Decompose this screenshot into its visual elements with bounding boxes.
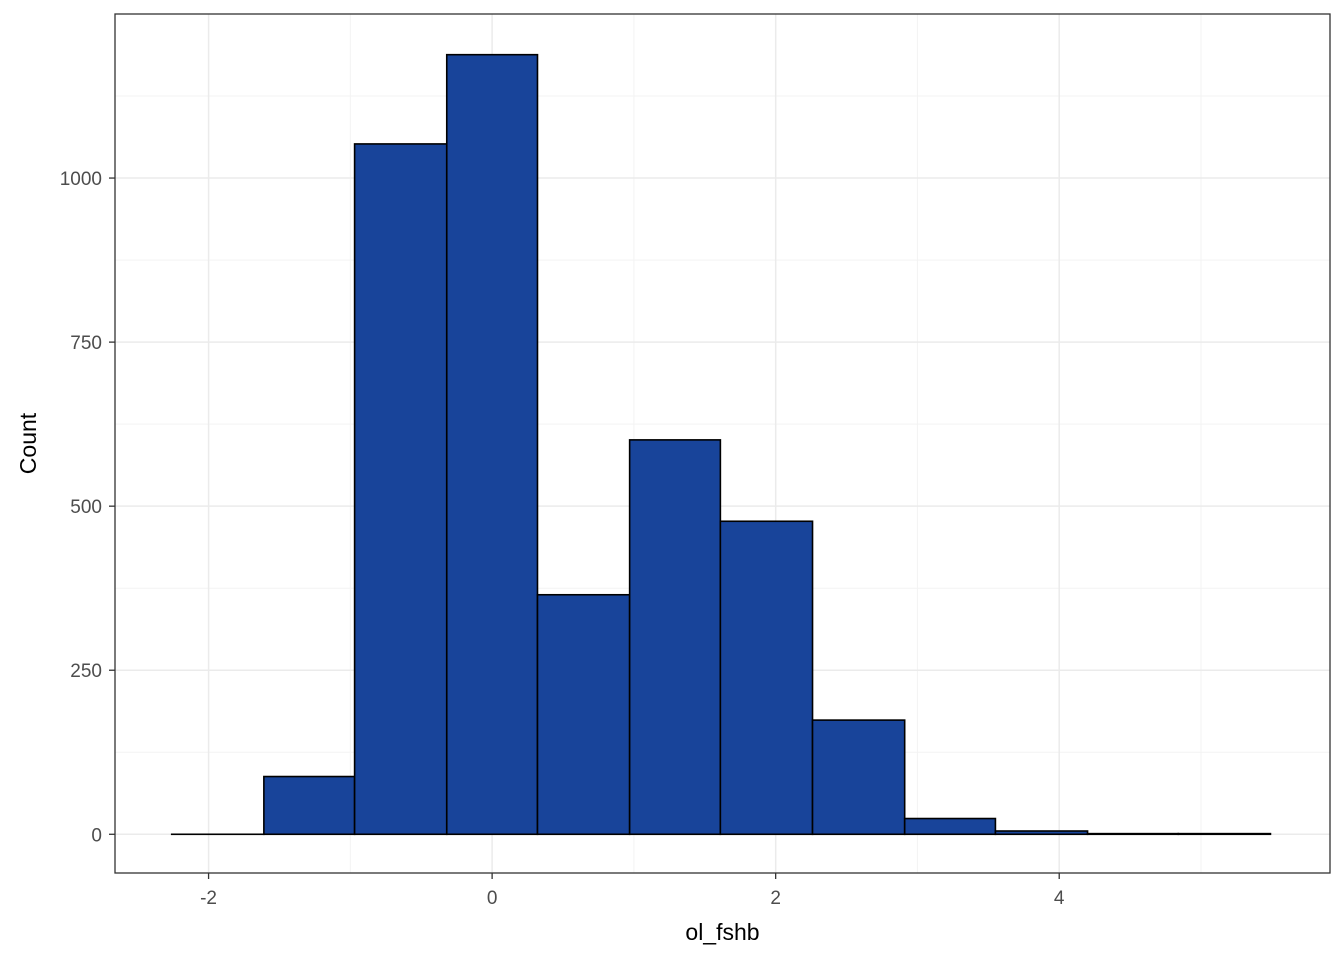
histogram-bar (628, 439, 722, 836)
y-tick-label: 0 (91, 825, 102, 846)
x-tick-label: 2 (770, 888, 781, 909)
y-axis-title: Count (15, 412, 41, 474)
x-axis-ticks: -2 0 2 4 (200, 873, 1065, 909)
y-axis-ticks: 0 250 500 750 1000 (60, 169, 115, 846)
histogram-bar (811, 719, 906, 836)
histogram-bar (1177, 832, 1272, 836)
histogram-bar (536, 593, 631, 836)
panel-border (114, 13, 1331, 874)
y-tick-label: 250 (70, 661, 102, 682)
histogram-bar (719, 520, 814, 836)
x-tick-label: 4 (1054, 888, 1065, 909)
histogram-bar (1086, 832, 1180, 836)
x-tick-label: -2 (200, 888, 217, 909)
histogram-bar (903, 817, 997, 836)
x-tick-label: 0 (487, 888, 498, 909)
histogram-bar (263, 775, 356, 836)
y-tick-label: 500 (70, 497, 102, 518)
histogram-bar (994, 830, 1089, 836)
y-tick-label: 1000 (60, 169, 102, 190)
histogram-bar (445, 53, 539, 836)
y-tick-label: 750 (70, 333, 102, 354)
histogram-bar (353, 143, 448, 836)
histogram-bars (170, 53, 1272, 836)
x-axis-title: ol_fshb (685, 919, 759, 945)
